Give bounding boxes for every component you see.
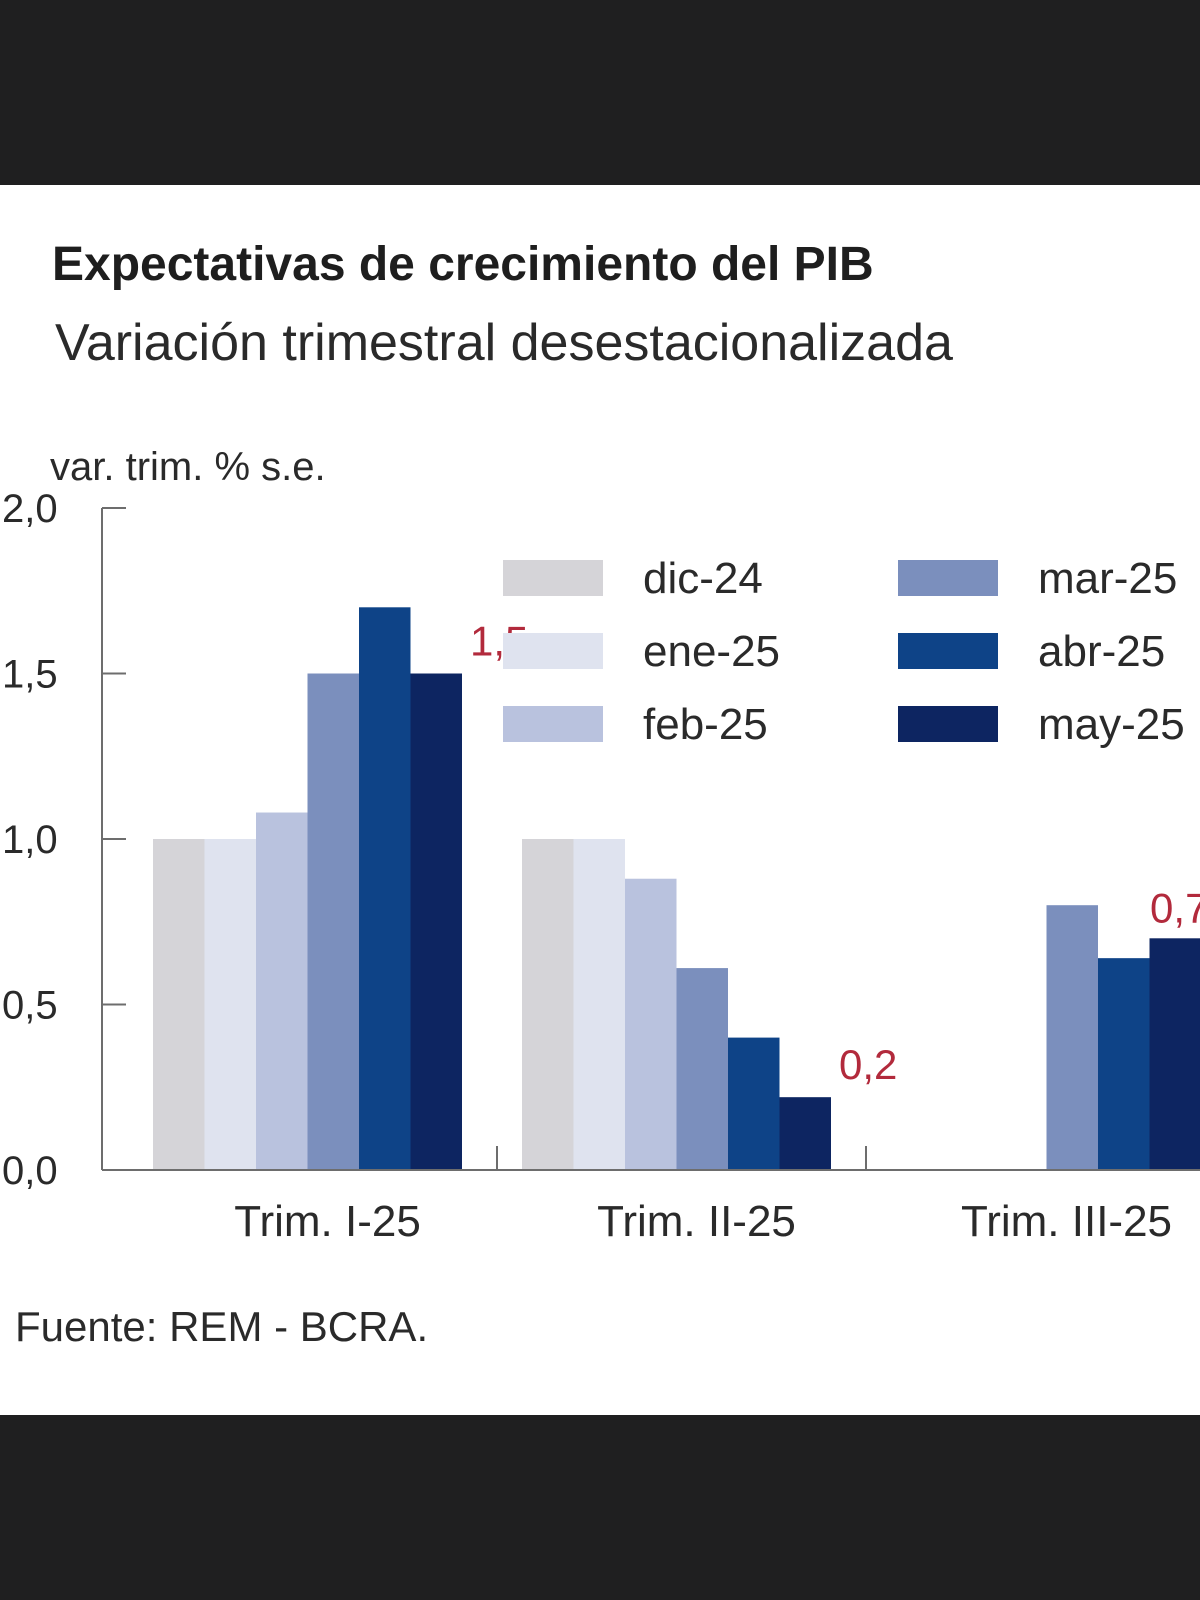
- bar-ene-25-2: [573, 839, 625, 1170]
- axes-group: 0,0 0,5 1,0 1,5 2,0 Trim. I-25 Trim. II-25 Trim…: [2, 487, 1200, 1246]
- y-tick-label: 1,5: [2, 653, 58, 697]
- legend-swatch-dic-24: [503, 560, 603, 596]
- bar-abr-25-1: [359, 607, 411, 1170]
- bar-dic-24-1: [153, 839, 205, 1170]
- y-tick-label: 0,5: [2, 984, 58, 1028]
- legend-label-feb-25: feb-25: [643, 700, 768, 749]
- bar-feb-25-1: [256, 812, 308, 1170]
- legend-swatch-feb-25: [503, 706, 603, 742]
- bar-may-25-2: [779, 1097, 831, 1170]
- legend-group: dic-24 ene-25 feb-25 mar-25 abr-25 may-25: [503, 554, 1185, 749]
- source-note: Fuente: REM - BCRA.: [15, 1303, 429, 1350]
- bar-mar-25-1: [307, 673, 359, 1170]
- legend-label-mar-25: mar-25: [1038, 554, 1177, 603]
- bar-dic-24-2: [522, 839, 574, 1170]
- chart-card: Expectativas de crecimiento del PIB Vari…: [0, 185, 1200, 1415]
- bar-may-25-3: [1149, 938, 1200, 1170]
- data-label-may-25-2: 0,2: [839, 1041, 897, 1088]
- legend-swatch-ene-25: [503, 633, 603, 669]
- legend-label-ene-25: ene-25: [643, 627, 780, 676]
- legend-swatch-abr-25: [898, 633, 998, 669]
- data-label-may-25-3: 0,7: [1150, 884, 1200, 931]
- x-tick-label: Trim. III-25: [961, 1197, 1172, 1246]
- bar-chart: 0,0 0,5 1,0 1,5 2,0 Trim. I-25 Trim. II-25 Trim…: [2, 487, 1200, 1246]
- chart-subtitle: Variación trimestral desestacionalizada: [55, 314, 953, 372]
- y-tick-label: 1,0: [2, 818, 58, 862]
- bar-ene-25-1: [204, 839, 256, 1170]
- bar-mar-25-2: [676, 968, 728, 1170]
- bar-abr-25-3: [1098, 958, 1150, 1170]
- bar-may-25-1: [410, 673, 462, 1170]
- chart-title: Expectativas de crecimiento del PIB: [52, 238, 874, 291]
- legend-label-may-25: may-25: [1038, 700, 1185, 749]
- bar-feb-25-2: [625, 878, 677, 1170]
- x-tick-label: Trim. I-25: [234, 1197, 421, 1246]
- bar-mar-25-3: [1046, 905, 1098, 1170]
- y-tick-label: 2,0: [2, 487, 58, 531]
- legend-label-abr-25: abr-25: [1038, 627, 1165, 676]
- legend-label-dic-24: dic-24: [643, 554, 763, 603]
- legend-swatch-mar-25: [898, 560, 998, 596]
- x-tick-label: Trim. II-25: [597, 1197, 796, 1246]
- y-tick-label: 0,0: [2, 1149, 58, 1193]
- bars-group: [153, 607, 1200, 1170]
- y-axis-label: var. trim. % s.e.: [50, 445, 326, 489]
- bar-abr-25-2: [728, 1037, 780, 1170]
- legend-swatch-may-25: [898, 706, 998, 742]
